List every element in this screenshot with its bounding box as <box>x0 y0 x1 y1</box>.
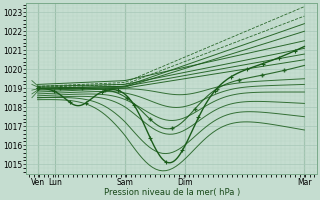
X-axis label: Pression niveau de la mer( hPa ): Pression niveau de la mer( hPa ) <box>104 188 240 197</box>
